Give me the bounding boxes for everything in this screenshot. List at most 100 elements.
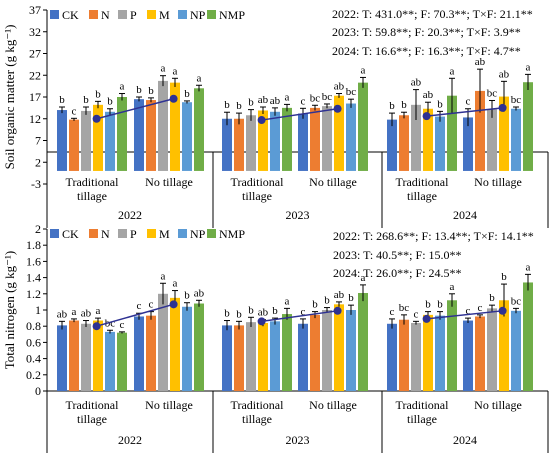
trend-marker: [257, 317, 266, 326]
x-category-label-line: Traditional: [231, 175, 285, 189]
significance-letter: ab: [475, 56, 486, 68]
x-category-label: No tillage: [145, 175, 193, 189]
trend-line: [261, 108, 338, 121]
trend-line: [426, 107, 503, 117]
significance-letter: b: [184, 290, 190, 302]
significance-letter: c: [390, 306, 395, 318]
significance-letter: b: [324, 295, 330, 307]
y-tick-label: 0.6: [26, 335, 41, 349]
bar-nmp: [447, 300, 457, 391]
y-tick-label: 22: [29, 68, 41, 82]
bar-ck: [298, 323, 308, 391]
legend-swatch-np: [178, 10, 187, 19]
bar-p: [158, 293, 168, 391]
legend-label: M: [159, 227, 170, 241]
significance-letter: a: [173, 65, 178, 77]
significance-letter: a: [450, 65, 455, 77]
bar-m: [170, 297, 180, 391]
y-axis-title: Total nitrogen (g kg⁻¹): [2, 251, 17, 370]
bar-p: [81, 323, 91, 391]
bar-ck: [387, 119, 397, 171]
significance-letter: bc: [399, 302, 410, 314]
significance-letter: a: [161, 63, 166, 75]
significance-letter: c: [301, 306, 306, 318]
x-category-label-line: tillage: [242, 412, 272, 426]
significance-letter: c: [466, 96, 471, 108]
y-tick-label: 27: [29, 47, 41, 61]
trend-line: [96, 98, 174, 120]
y-tick-label: 0: [35, 384, 41, 398]
bar-ck: [222, 118, 232, 171]
significance-letter: ab: [194, 287, 205, 299]
bar-ck: [298, 113, 308, 171]
significance-letter: b: [348, 292, 354, 304]
total-nitrogen-panel: 0 0.2 0.4 0.6 0.8 1 1.2 1.4 1.6 1.8 2 Total nitroge…: [2, 222, 549, 453]
significance-letter: c: [137, 300, 142, 312]
y-tick-label: 1: [35, 303, 41, 317]
bar-p: [487, 109, 497, 171]
bar-nmp: [282, 314, 292, 391]
significance-letter: ab: [334, 81, 345, 93]
trend-marker: [422, 112, 431, 121]
year-label: 2022: [118, 208, 142, 222]
bar-m: [334, 304, 344, 391]
significance-letter: c: [478, 302, 483, 314]
x-category-label-line: Traditional: [66, 398, 120, 412]
x-category-label: Traditional tillage: [66, 175, 120, 203]
legend-swatch-n: [89, 229, 98, 238]
bar-n: [310, 107, 320, 171]
significance-letter: b: [95, 88, 101, 100]
year-label: 2023: [286, 208, 310, 222]
bar-p: [322, 310, 332, 391]
x-category-label-line: Traditional: [396, 175, 450, 189]
x-category-label-line: tillage: [77, 412, 107, 426]
significance-letter: a: [161, 270, 166, 282]
bar-ck: [57, 325, 67, 391]
significance-letter: ab: [258, 307, 269, 319]
significance-letter: ab: [57, 308, 68, 320]
bar-ck: [134, 99, 144, 171]
trend-marker: [257, 116, 266, 125]
bar-m: [258, 110, 268, 171]
bar-nmp: [282, 107, 292, 171]
significance-letter: b: [236, 100, 242, 112]
bar-ck: [387, 323, 397, 391]
bar-nmp: [523, 282, 533, 391]
y-tick-label: 37: [29, 3, 41, 17]
significance-letter: bc: [310, 92, 321, 104]
y-axis-title: Soil organic matter (g kg⁻¹): [2, 25, 17, 170]
significance-letter: bc: [105, 317, 116, 329]
significance-letter: c: [72, 105, 77, 117]
x-category-label-line: Traditional: [231, 398, 285, 412]
x-category-label: No tillage: [309, 175, 357, 189]
bar-n: [310, 314, 320, 391]
trend-marker: [498, 306, 507, 315]
bar-m: [93, 104, 103, 171]
trend-marker: [333, 104, 342, 113]
bar-np: [511, 108, 521, 171]
significance-letter: b: [83, 94, 89, 106]
x-category-label: Traditional tillage: [66, 398, 120, 426]
legend-label: N: [101, 8, 110, 22]
x-category-label: No tillage: [474, 175, 522, 189]
bar-np: [435, 315, 445, 391]
bar-nmp: [117, 332, 127, 391]
significance-letter: ab: [270, 95, 281, 107]
x-category-label: Traditional tillage: [231, 175, 285, 203]
x-category-label-line: tillage: [407, 412, 437, 426]
year-label: 2024: [453, 433, 477, 447]
legend-swatch-ck: [50, 229, 59, 238]
x-category-label-line: tillage: [77, 189, 107, 203]
x-category-label: No tillage: [309, 398, 357, 412]
year-label: 2024: [453, 208, 477, 222]
significance-letter: ab: [499, 68, 510, 80]
significance-letter: bc: [322, 91, 333, 103]
trend-line: [261, 310, 338, 323]
x-category-label: No tillage: [145, 398, 193, 412]
significance-letter: b: [437, 299, 443, 311]
significance-letter: b: [59, 94, 65, 106]
significance-letter: b: [389, 100, 395, 112]
bar-n: [234, 118, 244, 171]
bar-ck: [57, 110, 67, 171]
